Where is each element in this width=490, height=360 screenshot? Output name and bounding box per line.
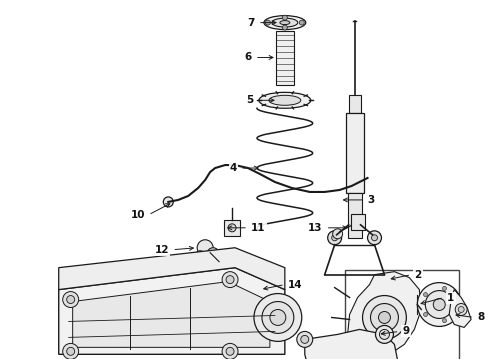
Circle shape	[222, 343, 238, 359]
Circle shape	[266, 20, 270, 25]
Circle shape	[379, 329, 390, 339]
Circle shape	[423, 293, 428, 297]
Ellipse shape	[269, 95, 301, 105]
Circle shape	[270, 310, 286, 325]
Circle shape	[370, 303, 398, 332]
Circle shape	[195, 251, 205, 261]
Circle shape	[455, 303, 467, 315]
Circle shape	[282, 25, 287, 30]
Ellipse shape	[264, 15, 306, 30]
Text: 1: 1	[447, 293, 454, 302]
Bar	[276, 31, 294, 85]
Text: 9: 9	[402, 327, 410, 336]
Ellipse shape	[280, 21, 290, 24]
Circle shape	[67, 347, 74, 355]
Circle shape	[297, 332, 313, 347]
Polygon shape	[449, 289, 471, 328]
Text: 10: 10	[131, 210, 146, 220]
Circle shape	[301, 336, 309, 343]
Text: 12: 12	[155, 245, 169, 255]
Circle shape	[328, 231, 342, 245]
Circle shape	[222, 272, 238, 288]
Circle shape	[378, 311, 391, 323]
Circle shape	[442, 287, 446, 291]
Circle shape	[254, 293, 302, 341]
Circle shape	[67, 296, 74, 303]
Text: 8: 8	[477, 312, 484, 323]
Circle shape	[163, 197, 173, 207]
Circle shape	[63, 292, 78, 307]
Circle shape	[363, 296, 406, 339]
Ellipse shape	[272, 18, 298, 27]
Circle shape	[197, 240, 213, 256]
Circle shape	[442, 319, 446, 323]
Polygon shape	[59, 248, 285, 289]
Polygon shape	[73, 282, 270, 347]
Text: 2: 2	[415, 270, 421, 280]
Circle shape	[228, 224, 236, 232]
Circle shape	[375, 325, 393, 343]
Bar	[344, 270, 459, 360]
Circle shape	[207, 248, 219, 260]
Bar	[224, 220, 240, 236]
Bar	[345, 113, 364, 193]
Circle shape	[368, 231, 382, 245]
Ellipse shape	[259, 92, 311, 108]
Polygon shape	[59, 268, 285, 354]
Circle shape	[433, 298, 445, 310]
Circle shape	[378, 351, 391, 360]
Bar	[347, 193, 362, 238]
Circle shape	[299, 20, 304, 25]
Circle shape	[262, 302, 294, 333]
Bar	[350, 214, 365, 230]
Circle shape	[458, 306, 464, 312]
Circle shape	[454, 302, 458, 306]
Circle shape	[333, 229, 343, 239]
Text: 4: 4	[230, 163, 237, 173]
Circle shape	[63, 343, 78, 359]
Text: 6: 6	[245, 53, 252, 63]
Polygon shape	[305, 329, 397, 360]
Circle shape	[371, 235, 377, 241]
Text: 3: 3	[368, 195, 375, 205]
Circle shape	[417, 283, 461, 327]
Circle shape	[423, 312, 428, 316]
Circle shape	[332, 235, 338, 241]
Circle shape	[282, 15, 287, 20]
Text: 5: 5	[245, 95, 253, 105]
Circle shape	[226, 347, 234, 355]
Polygon shape	[347, 272, 421, 357]
Text: 13: 13	[308, 223, 323, 233]
Text: 11: 11	[251, 223, 266, 233]
Text: 14: 14	[288, 280, 302, 289]
Bar	[348, 95, 361, 113]
Text: 7: 7	[247, 18, 255, 28]
Circle shape	[226, 276, 234, 284]
Circle shape	[425, 291, 453, 319]
